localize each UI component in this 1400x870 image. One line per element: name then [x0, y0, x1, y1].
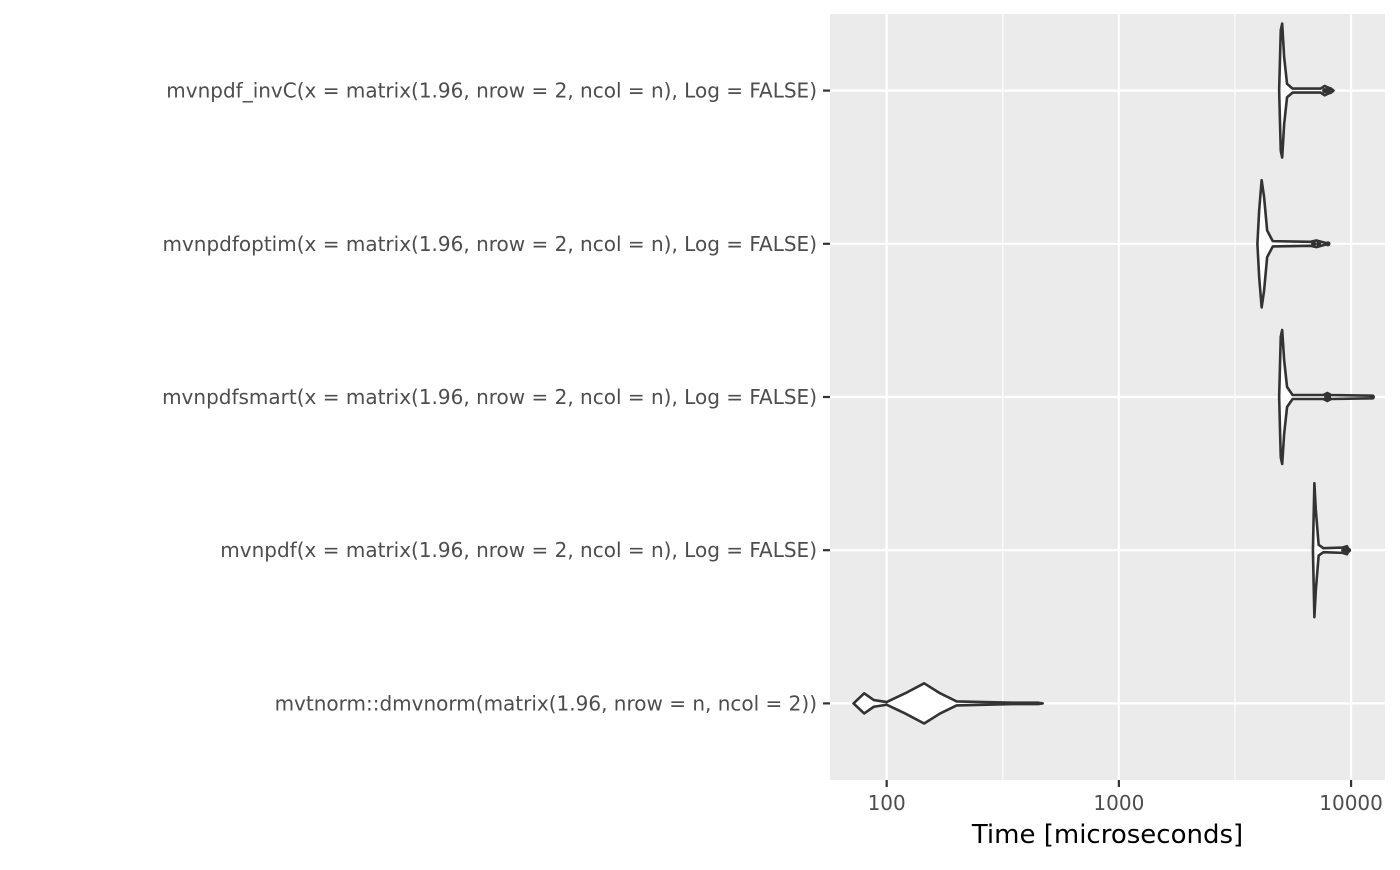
violin-group	[1256, 178, 1331, 309]
violin-point	[1369, 394, 1375, 400]
violin-point	[1311, 241, 1317, 247]
y-tick-label: mvnpdf_invC(x = matrix(1.96, nrow = 2, n…	[166, 79, 817, 103]
violin-shape	[1277, 22, 1335, 159]
violin-point	[1325, 394, 1332, 400]
y-tick-label: mvnpdfsmart(x = matrix(1.96, nrow = 2, n…	[162, 385, 817, 409]
violin-shape	[852, 682, 1045, 725]
x-tick-label: 100	[868, 791, 906, 815]
violin-point	[1316, 241, 1322, 247]
violin-point	[1345, 547, 1352, 553]
y-tick-label: mvnpdfoptim(x = matrix(1.96, nrow = 2, n…	[162, 232, 817, 256]
x-axis-title: Time [microseconds]	[971, 820, 1243, 850]
x-tick-label: 1000	[1093, 791, 1144, 815]
violin-group	[1277, 22, 1335, 159]
violin-point	[1325, 241, 1331, 247]
violin-point	[1325, 88, 1332, 94]
axes: mvnpdf_invC(x = matrix(1.96, nrow = 2, n…	[162, 79, 1383, 815]
y-tick-label: mvnpdf(x = matrix(1.96, nrow = 2, ncol =…	[220, 538, 817, 562]
y-tick-label: mvtnorm::dmvnorm(matrix(1.96, nrow = n, …	[275, 691, 817, 715]
violin-group	[852, 682, 1045, 725]
violin-group	[1277, 328, 1375, 466]
violins	[852, 22, 1375, 725]
violin-group	[1311, 481, 1352, 619]
x-tick-label: 10000	[1319, 791, 1383, 815]
